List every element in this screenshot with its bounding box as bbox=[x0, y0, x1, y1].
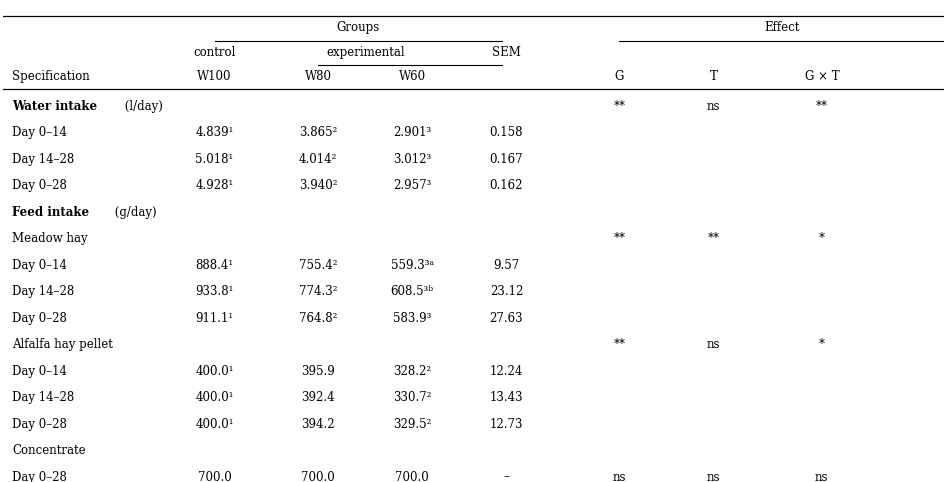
Text: Day 0–28: Day 0–28 bbox=[12, 312, 67, 325]
Text: 394.2: 394.2 bbox=[301, 417, 335, 430]
Text: 27.63: 27.63 bbox=[490, 312, 524, 325]
Text: 774.3²: 774.3² bbox=[299, 285, 337, 298]
Text: Effect: Effect bbox=[764, 21, 799, 34]
Text: 400.0¹: 400.0¹ bbox=[195, 365, 234, 377]
Text: 9.57: 9.57 bbox=[493, 259, 520, 272]
Text: (g/day): (g/day) bbox=[111, 206, 157, 219]
Text: Day 14–28: Day 14–28 bbox=[12, 391, 75, 404]
Text: Day 14–28: Day 14–28 bbox=[12, 285, 75, 298]
Text: experimental: experimental bbox=[326, 46, 404, 59]
Text: 4.014²: 4.014² bbox=[299, 153, 337, 166]
Text: 330.7²: 330.7² bbox=[393, 391, 432, 404]
Text: Groups: Groups bbox=[336, 21, 380, 34]
Text: 329.5²: 329.5² bbox=[393, 417, 432, 430]
Text: *: * bbox=[819, 338, 825, 351]
Text: 559.3³ᵃ: 559.3³ᵃ bbox=[391, 259, 434, 272]
Text: (l/day): (l/day) bbox=[121, 100, 163, 113]
Text: 4.839¹: 4.839¹ bbox=[195, 126, 234, 139]
Text: G: G bbox=[615, 70, 624, 83]
Text: **: ** bbox=[614, 232, 625, 245]
Text: 0.158: 0.158 bbox=[490, 126, 523, 139]
Text: 700.0: 700.0 bbox=[301, 470, 335, 482]
Text: 3.940²: 3.940² bbox=[299, 179, 337, 192]
Text: W80: W80 bbox=[305, 70, 331, 83]
Text: 23.12: 23.12 bbox=[490, 285, 523, 298]
Text: 3.012³: 3.012³ bbox=[393, 153, 432, 166]
Text: 764.8²: 764.8² bbox=[299, 312, 337, 325]
Text: 400.0¹: 400.0¹ bbox=[195, 417, 234, 430]
Text: Day 0–14: Day 0–14 bbox=[12, 259, 67, 272]
Text: 583.9³: 583.9³ bbox=[393, 312, 432, 325]
Text: ns: ns bbox=[706, 470, 721, 482]
Text: 0.167: 0.167 bbox=[490, 153, 524, 166]
Text: **: ** bbox=[614, 100, 625, 113]
Text: ns: ns bbox=[706, 100, 721, 113]
Text: ns: ns bbox=[815, 470, 829, 482]
Text: *: * bbox=[819, 232, 825, 245]
Text: 700.0: 700.0 bbox=[396, 470, 429, 482]
Text: ns: ns bbox=[706, 338, 721, 351]
Text: 2.901³: 2.901³ bbox=[393, 126, 432, 139]
Text: 392.4: 392.4 bbox=[301, 391, 335, 404]
Text: G × T: G × T bbox=[805, 70, 839, 83]
Text: 12.73: 12.73 bbox=[490, 417, 523, 430]
Text: 911.1¹: 911.1¹ bbox=[195, 312, 234, 325]
Text: 328.2²: 328.2² bbox=[393, 365, 432, 377]
Text: 608.5³ᵇ: 608.5³ᵇ bbox=[391, 285, 434, 298]
Text: ns: ns bbox=[613, 470, 626, 482]
Text: Alfalfa hay pellet: Alfalfa hay pellet bbox=[12, 338, 113, 351]
Text: Day 0–28: Day 0–28 bbox=[12, 179, 67, 192]
Text: **: ** bbox=[815, 100, 828, 113]
Text: 933.8¹: 933.8¹ bbox=[195, 285, 234, 298]
Text: SEM: SEM bbox=[492, 46, 521, 59]
Text: Day 0–28: Day 0–28 bbox=[12, 470, 67, 482]
Text: W100: W100 bbox=[197, 70, 232, 83]
Text: **: ** bbox=[614, 338, 625, 351]
Text: W60: W60 bbox=[399, 70, 426, 83]
Text: Concentrate: Concentrate bbox=[12, 444, 86, 457]
Text: control: control bbox=[193, 46, 236, 59]
Text: 888.4¹: 888.4¹ bbox=[195, 259, 234, 272]
Text: 3.865²: 3.865² bbox=[299, 126, 337, 139]
Text: Water intake: Water intake bbox=[12, 100, 98, 113]
Text: Feed intake: Feed intake bbox=[12, 206, 89, 219]
Text: 400.0¹: 400.0¹ bbox=[195, 391, 234, 404]
Text: **: ** bbox=[707, 232, 720, 245]
Text: 13.43: 13.43 bbox=[490, 391, 524, 404]
Text: Specification: Specification bbox=[12, 70, 90, 83]
Text: 2.957³: 2.957³ bbox=[393, 179, 432, 192]
Text: 0.162: 0.162 bbox=[490, 179, 523, 192]
Text: 12.24: 12.24 bbox=[490, 365, 523, 377]
Text: Day 0–14: Day 0–14 bbox=[12, 126, 67, 139]
Text: 395.9: 395.9 bbox=[301, 365, 335, 377]
Text: –: – bbox=[504, 470, 509, 482]
Text: 4.928¹: 4.928¹ bbox=[195, 179, 234, 192]
Text: 755.4²: 755.4² bbox=[299, 259, 337, 272]
Text: Meadow hay: Meadow hay bbox=[12, 232, 88, 245]
Text: 5.018¹: 5.018¹ bbox=[195, 153, 234, 166]
Text: Day 0–28: Day 0–28 bbox=[12, 417, 67, 430]
Text: Day 0–14: Day 0–14 bbox=[12, 365, 67, 377]
Text: T: T bbox=[709, 70, 718, 83]
Text: 700.0: 700.0 bbox=[198, 470, 231, 482]
Text: Day 14–28: Day 14–28 bbox=[12, 153, 75, 166]
